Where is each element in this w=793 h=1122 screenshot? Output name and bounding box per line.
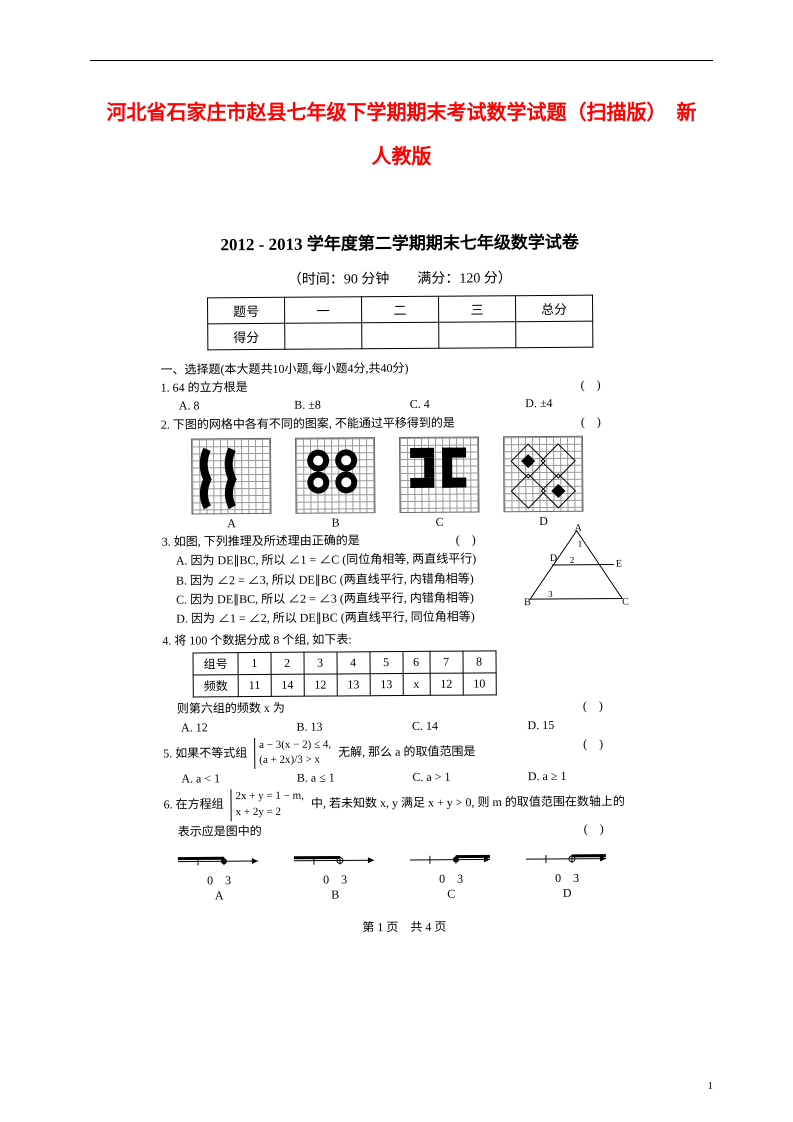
table-row: 得分 bbox=[207, 321, 592, 350]
svg-text:2: 2 bbox=[569, 555, 574, 565]
answer-blank: ( ) bbox=[582, 698, 602, 716]
score-table: 题号 一 二 三 总分 得分 bbox=[207, 295, 593, 351]
numline-c: 0 3 C bbox=[405, 845, 495, 902]
answer-blank: ( ) bbox=[583, 735, 603, 753]
pattern-a bbox=[190, 438, 271, 515]
q4-table: 组号 1 2 3 4 5 6 7 8 频数 11 14 12 13 13 x 1… bbox=[192, 650, 496, 697]
pattern-b bbox=[294, 437, 375, 514]
q4-ask: 则第六组的频数 x 为 ( ) bbox=[176, 697, 642, 718]
svg-text:D: D bbox=[549, 553, 556, 564]
numline-d: 0 3 D bbox=[521, 844, 611, 901]
section-heading: 一、选择题(本大题共10小题,每小题4分,共40分) bbox=[160, 357, 640, 377]
page-number: 1 bbox=[708, 1080, 714, 1092]
title-line-2: 人教版 bbox=[90, 135, 713, 179]
exam-subtitle: （时间：90 分钟 满分：120 分） bbox=[159, 266, 639, 289]
pattern-c bbox=[398, 436, 479, 513]
table-row: 频数 11 14 12 13 13 x 12 10 bbox=[193, 673, 496, 697]
table-row: 组号 1 2 3 4 5 6 7 8 bbox=[192, 651, 495, 675]
svg-text:C: C bbox=[622, 596, 629, 607]
title-line-1: 河北省石家庄市赵县七年级下学期期末考试数学试题（扫描版） 新 bbox=[90, 91, 713, 135]
q6-stem: 6. 在方程组 2x + y = 1 − m, x + 2y = 2 中, 若未… bbox=[163, 787, 643, 822]
q1-options: A. 8 B. ±8 C. 4 D. ±4 bbox=[178, 396, 640, 414]
answer-blank: ( ) bbox=[580, 377, 600, 395]
q5-options: A. a < 1 B. a ≤ 1 C. a > 1 D. a ≥ 1 bbox=[181, 769, 643, 787]
svg-text:1: 1 bbox=[577, 539, 582, 549]
answer-blank: ( ) bbox=[455, 531, 475, 549]
table-row: 题号 一 二 三 总分 bbox=[207, 295, 592, 324]
page-footer-center: 第 1 页 共 4 页 bbox=[164, 916, 644, 936]
numline-b: 0 3 B bbox=[289, 846, 379, 903]
answer-blank: ( ) bbox=[583, 821, 603, 839]
numline-a: 0 3 A bbox=[173, 847, 263, 904]
top-rule bbox=[90, 60, 713, 61]
q5-stem: 5. 如果不等式组 a − 3(x − 2) ≤ 4, (a + 2x)/3 >… bbox=[163, 735, 643, 770]
q4-options: A. 12 B. 13 C. 14 D. 15 bbox=[180, 717, 642, 735]
answer-blank: ( ) bbox=[580, 414, 600, 432]
pattern-d bbox=[502, 436, 583, 513]
q4-stem: 4. 将 100 个数据分成 8 个组, 如下表: bbox=[162, 629, 642, 650]
q3-figure: A D E B C 1 2 3 bbox=[521, 522, 632, 613]
q6-figures: 0 3 A 0 3 B 0 3 C 0 3 D bbox=[173, 844, 643, 903]
exam-title: 2012 - 2013 学年度第二学期期末七年级数学试卷 bbox=[159, 227, 639, 255]
svg-text:B: B bbox=[524, 597, 531, 608]
svg-text:3: 3 bbox=[548, 589, 553, 599]
svg-text:E: E bbox=[615, 558, 621, 569]
q2-labels: A B C D bbox=[191, 513, 641, 531]
document-title: 河北省石家庄市赵县七年级下学期期末考试数学试题（扫描版） 新 人教版 bbox=[90, 91, 713, 179]
q6-stem-2: 表示应是图中的 ( ) bbox=[177, 821, 643, 842]
q1-stem: 1. 64 的立方根是 ( ) bbox=[160, 376, 640, 397]
q2-stem: 2. 下图的网格中各有不同的图案, 不能通过平移得到的是 ( ) bbox=[160, 414, 640, 435]
q2-figures bbox=[190, 435, 641, 514]
